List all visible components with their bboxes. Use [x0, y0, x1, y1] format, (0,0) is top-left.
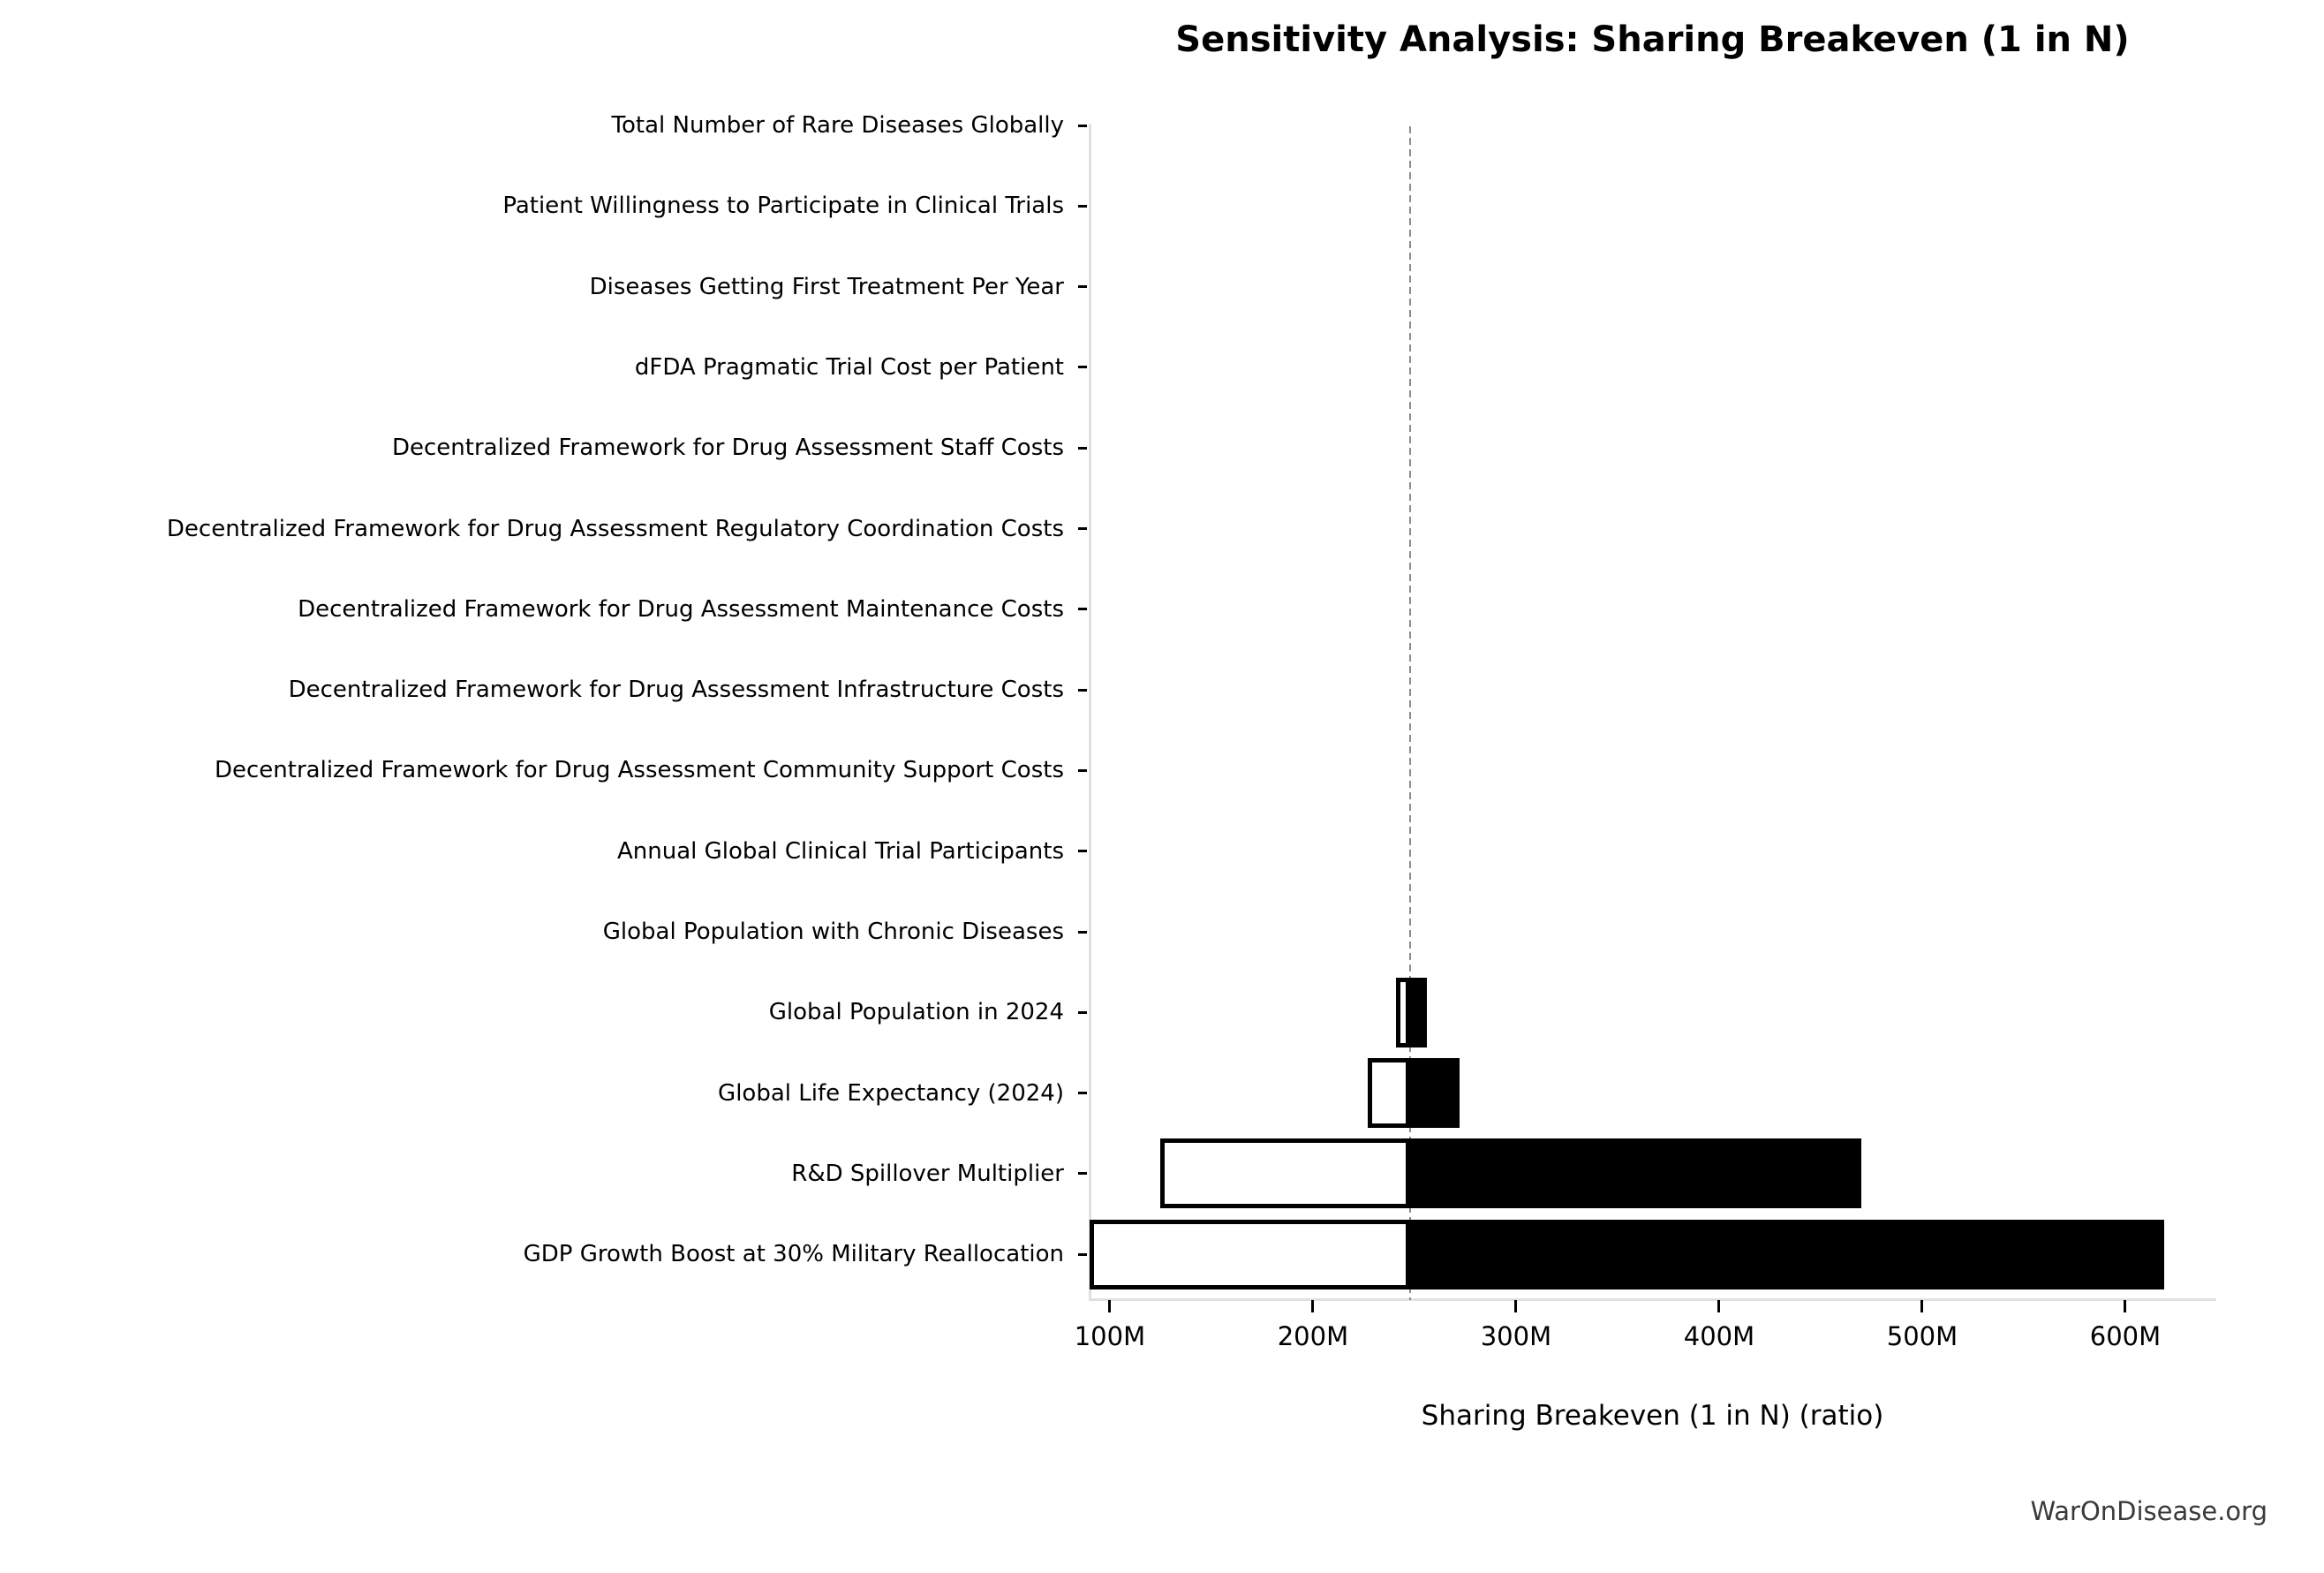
category-label: Total Number of Rare Diseases Globally [611, 112, 1064, 139]
y-tick [1078, 1172, 1087, 1176]
footer-watermark: WarOnDisease.org [2030, 1496, 2267, 1526]
category-label: Global Population in 2024 [768, 999, 1064, 1026]
y-tick [1078, 366, 1087, 369]
category-label: Global Life Expectancy (2024) [718, 1079, 1064, 1107]
category-label: Diseases Getting First Treatment Per Yea… [589, 273, 1064, 300]
bar-high-segment [1410, 1219, 2164, 1289]
bar-high-segment [1410, 977, 1427, 1047]
category-label: R&D Spillover Multiplier [791, 1160, 1064, 1187]
x-tick [1717, 1300, 1721, 1312]
x-axis-spine [1089, 1298, 2216, 1301]
bar-low-segment [1089, 1219, 1411, 1289]
y-tick [1078, 930, 1087, 934]
y-tick [1078, 688, 1087, 692]
x-tick [1108, 1300, 1112, 1312]
baseline-dashed-line [1409, 126, 1412, 1300]
x-tick-label: 600M [2089, 1321, 2162, 1351]
x-tick-label: 400M [1683, 1321, 1755, 1351]
category-label: GDP Growth Boost at 30% Military Realloc… [523, 1241, 1064, 1268]
category-label: Decentralized Framework for Drug Assessm… [391, 435, 1064, 462]
y-tick [1078, 1252, 1087, 1256]
x-tick-label: 300M [1480, 1321, 1552, 1351]
category-label: Annual Global Clinical Trial Participant… [617, 837, 1064, 865]
y-tick [1078, 446, 1087, 450]
category-label: Decentralized Framework for Drug Assessm… [215, 757, 1064, 784]
bar-high-segment [1410, 1058, 1460, 1129]
x-tick-label: 500M [1886, 1321, 1958, 1351]
plot-area [1078, 124, 2216, 1312]
category-label: Global Population with Chronic Diseases [602, 919, 1064, 945]
bar-high-segment [1410, 1138, 1861, 1209]
x-tick-label: 200M [1277, 1321, 1349, 1351]
category-label: Patient Willingness to Participate in Cl… [502, 193, 1064, 220]
x-tick [2124, 1300, 2127, 1312]
y-tick [1078, 1092, 1087, 1095]
x-tick [1311, 1300, 1315, 1312]
y-tick [1078, 204, 1087, 208]
category-label: Decentralized Framework for Drug Assessm… [298, 595, 1064, 623]
x-tick-label: 100M [1074, 1321, 1146, 1351]
category-label: dFDA Pragmatic Trial Cost per Patient [634, 353, 1064, 381]
y-tick [1078, 124, 1087, 127]
y-tick [1078, 527, 1087, 530]
y-tick [1078, 285, 1087, 289]
y-tick [1078, 768, 1087, 772]
category-label: Decentralized Framework for Drug Assessm… [288, 677, 1064, 704]
y-axis-spine [1089, 124, 1091, 1300]
bar-low-segment [1160, 1138, 1411, 1209]
x-tick [1514, 1300, 1518, 1312]
bar-low-segment [1368, 1058, 1411, 1129]
y-tick [1078, 608, 1087, 611]
bar-low-segment [1396, 977, 1411, 1047]
x-axis-label: Sharing Breakeven (1 in N) (ratio) [1421, 1400, 1884, 1432]
y-tick [1078, 850, 1087, 853]
x-tick [1920, 1300, 1924, 1312]
chart-title: Sensitivity Analysis: Sharing Breakeven … [1175, 19, 2130, 60]
y-tick [1078, 1010, 1087, 1014]
category-label: Decentralized Framework for Drug Assessm… [166, 515, 1064, 542]
